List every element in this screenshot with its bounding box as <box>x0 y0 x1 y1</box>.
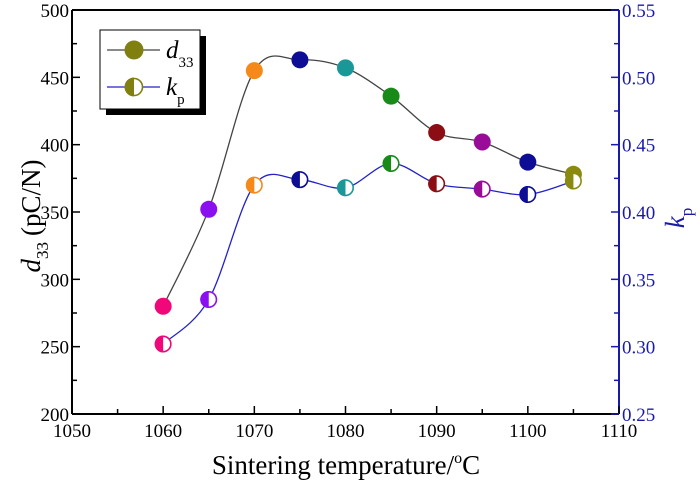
x-tick-label: 1060 <box>144 421 182 442</box>
legend-label: kp <box>166 74 185 108</box>
y-right-tick-label: 0.55 <box>622 1 655 22</box>
kp-point <box>564 172 582 190</box>
legend-box <box>99 29 201 110</box>
d33-point <box>428 124 446 142</box>
legend-marker-half <box>124 77 134 97</box>
y-left-tick-label: 400 <box>41 136 70 157</box>
d33-point <box>473 133 491 151</box>
legend: d33 kp <box>99 29 206 115</box>
y-left-tick-label: 300 <box>41 270 70 291</box>
y-left-tick-label: 500 <box>41 1 70 22</box>
d33-marker <box>382 87 400 105</box>
d33-marker <box>428 124 446 142</box>
kp-curve <box>162 162 574 345</box>
d33-marker <box>473 133 491 151</box>
d33-point <box>337 59 354 77</box>
kp-point <box>382 155 400 173</box>
d33-marker <box>154 297 172 315</box>
kp-point <box>154 335 172 353</box>
y-left-tick-label: 250 <box>41 338 70 359</box>
kp-marker-half <box>519 185 528 203</box>
axes: 1050 1060 1070 1080 1090 1100 1110 200 250 300 350… <box>41 1 656 442</box>
d33-point <box>519 153 537 171</box>
kp-point <box>245 176 263 194</box>
kp-marker-half <box>473 180 483 198</box>
d33-marker <box>337 59 354 77</box>
d33-point <box>200 200 218 218</box>
d33-point <box>291 51 309 69</box>
x-tick-label: 1070 <box>235 421 273 442</box>
y-right-tick-label: 0.35 <box>622 270 655 291</box>
y-right-tick-label: 0.40 <box>622 203 655 224</box>
markers <box>154 51 582 353</box>
d33-point <box>382 87 400 105</box>
d33-marker <box>291 51 309 69</box>
kp-marker-half <box>337 179 346 197</box>
kp-marker-half <box>428 175 437 193</box>
legend-label: d33 <box>166 37 194 71</box>
x-tick-label: 1080 <box>327 421 365 442</box>
kp-marker-half <box>154 335 164 353</box>
y-right-tick-label: 0.50 <box>622 68 655 89</box>
x-tick-label: 1090 <box>418 421 456 442</box>
d33-point <box>245 62 263 80</box>
d33-marker <box>245 62 263 80</box>
y-right-tick-label: 0.30 <box>622 338 655 359</box>
legend-marker-icon <box>124 40 144 60</box>
d33-marker <box>519 153 537 171</box>
kp-point <box>519 185 537 203</box>
y-right-tick-label: 0.45 <box>622 136 655 157</box>
y-left-tick-label: 350 <box>41 203 70 224</box>
y-axis-left-label: d33(pC/N) <box>16 160 52 273</box>
x-tick-label: 1050 <box>53 421 91 442</box>
kp-marker-half <box>245 176 255 194</box>
kp-marker-half <box>564 172 574 190</box>
y-left-tick-label: 450 <box>41 68 70 89</box>
kp-marker-half <box>200 291 209 309</box>
kp-point <box>473 180 491 198</box>
d33-marker <box>200 200 218 218</box>
kp-marker-half <box>291 171 300 189</box>
kp-marker-half <box>382 155 392 173</box>
curves <box>162 55 574 345</box>
d33-point <box>154 297 172 315</box>
kp-point <box>336 179 354 197</box>
x-tick-label: 1100 <box>509 421 546 442</box>
x-tick-label: 1110 <box>601 421 638 442</box>
y-left-tick-label: 200 <box>41 405 70 426</box>
y-axis-right-label: kp <box>660 208 696 228</box>
x-axis-label: Sintering temperature/oC <box>212 450 480 480</box>
kp-point <box>200 291 218 309</box>
kp-point <box>428 175 446 193</box>
y-right-tick-label: 0.25 <box>622 405 655 426</box>
d33-curve <box>162 55 574 307</box>
kp-point <box>291 171 309 189</box>
